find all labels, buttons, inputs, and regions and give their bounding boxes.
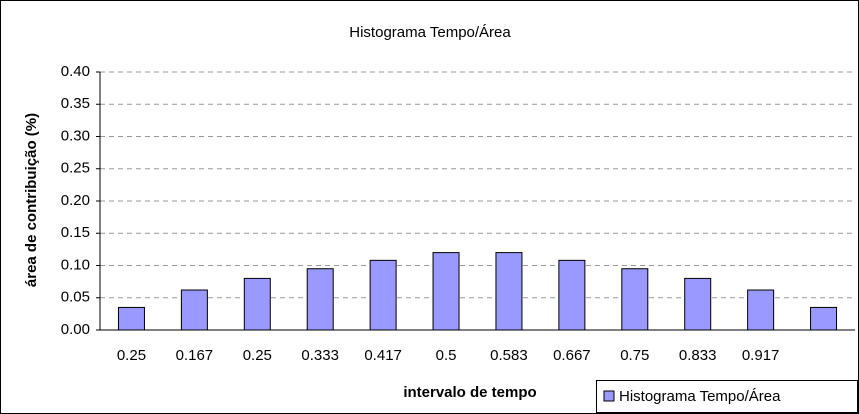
x-tick-label: 0.417: [364, 347, 402, 364]
y-tick-label: 0.30: [61, 127, 90, 144]
x-tick-label: 0.25: [243, 347, 272, 364]
x-tick-label: 0.667: [553, 347, 591, 364]
bar: [495, 252, 523, 331]
chart-title: Histograma Tempo/Área: [349, 24, 511, 41]
x-tick-label: 0.833: [679, 347, 717, 364]
bar: [684, 277, 712, 331]
bar: [306, 268, 334, 331]
x-axis-label: intervalo de tempo: [403, 384, 536, 401]
x-tick-label: 0.167: [176, 347, 214, 364]
y-tick-label: 0.15: [61, 224, 90, 241]
bar: [621, 268, 649, 331]
bar: [432, 252, 460, 331]
bar: [369, 259, 397, 331]
x-tick-label: 0.333: [301, 347, 339, 364]
legend-label: Histograma Tempo/Área: [619, 388, 781, 405]
bar: [747, 289, 775, 331]
y-axis-label: área de contribuição (%): [23, 113, 40, 287]
bar: [243, 277, 271, 331]
y-tick-label: 0.05: [61, 289, 90, 306]
y-tick-label: 0.00: [61, 321, 90, 338]
y-tick-label: 0.10: [61, 256, 90, 273]
x-tick-label: 0.917: [742, 347, 780, 364]
legend-swatch: [603, 390, 615, 402]
x-tick-label: 0.25: [117, 347, 146, 364]
bar: [180, 289, 208, 331]
legend-box: [596, 380, 858, 413]
x-tick-label: 0.5: [436, 347, 457, 364]
y-tick-label: 0.25: [61, 160, 90, 177]
bar: [558, 259, 586, 331]
bar: [810, 306, 838, 331]
x-tick-label: 0.583: [490, 347, 528, 364]
y-tick-label: 0.35: [61, 95, 90, 112]
y-tick-label: 0.20: [61, 192, 90, 209]
x-tick-label: 0.75: [620, 347, 649, 364]
bar: [117, 306, 145, 331]
y-tick-label: 0.40: [61, 63, 90, 80]
